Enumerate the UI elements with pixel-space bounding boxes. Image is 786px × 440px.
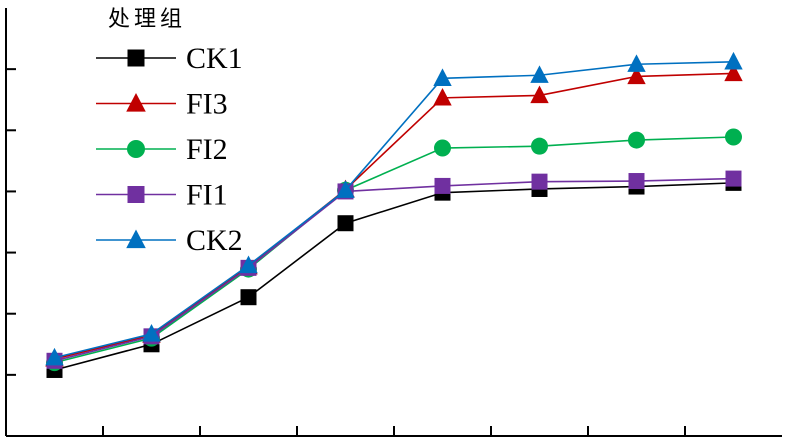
point-fi2 <box>434 139 451 157</box>
line-fi2 <box>54 136 734 364</box>
point-ck2 <box>336 180 355 198</box>
legend-item-fi2: FI2 <box>96 133 228 166</box>
legend-item-fi3: FI3 <box>96 88 228 121</box>
point-ck2 <box>530 65 549 83</box>
legend-label-ck1: CK1 <box>186 42 243 75</box>
point-ck2 <box>239 255 258 274</box>
legend-label-fi2: FI2 <box>186 133 228 166</box>
legend-marker-fi3 <box>126 92 146 112</box>
legend-label-ck2: CK2 <box>186 224 243 257</box>
line-fi1 <box>54 177 734 362</box>
series-ck2 <box>45 51 743 366</box>
series-ck1 <box>46 174 742 378</box>
point-ck2 <box>142 323 161 342</box>
point-fi2 <box>531 137 548 155</box>
legend: 处理组 CK1 FI3 FI2 FI1 CK2 <box>96 7 243 257</box>
series-fi3 <box>45 63 743 367</box>
legend-marker-ck1 <box>127 49 145 67</box>
legend-marker-ck2 <box>126 229 146 249</box>
point-fi1 <box>725 170 742 187</box>
legend-item-ck2: CK2 <box>96 224 243 257</box>
line-ck2 <box>54 61 734 359</box>
legend-label-fi1: FI1 <box>186 179 228 212</box>
legend-marker-fi1 <box>127 186 145 203</box>
point-fi1 <box>434 177 451 194</box>
point-ck1 <box>337 215 354 232</box>
chart-axes <box>5 8 782 437</box>
point-ck2 <box>433 68 452 86</box>
legend-marker-fi2 <box>127 140 145 158</box>
point-fi3 <box>433 87 452 106</box>
point-ck1 <box>240 289 257 306</box>
line-ck1 <box>54 182 734 371</box>
point-ck2 <box>724 51 743 70</box>
point-fi2 <box>628 131 645 149</box>
legend-label-fi3: FI3 <box>186 88 228 121</box>
point-ck2 <box>45 347 64 366</box>
point-fi3 <box>530 85 549 104</box>
point-fi1 <box>628 173 645 190</box>
legend-item-ck1: CK1 <box>96 42 243 75</box>
legend-title: 处理组 <box>108 7 186 32</box>
line-fi3 <box>54 72 734 360</box>
point-ck2 <box>627 54 646 72</box>
legend-item-fi1: FI1 <box>96 179 228 212</box>
point-fi3 <box>724 63 743 82</box>
point-fi1 <box>531 173 548 190</box>
point-fi3 <box>627 66 646 85</box>
series-layer <box>45 51 743 378</box>
point-fi2 <box>725 128 742 146</box>
